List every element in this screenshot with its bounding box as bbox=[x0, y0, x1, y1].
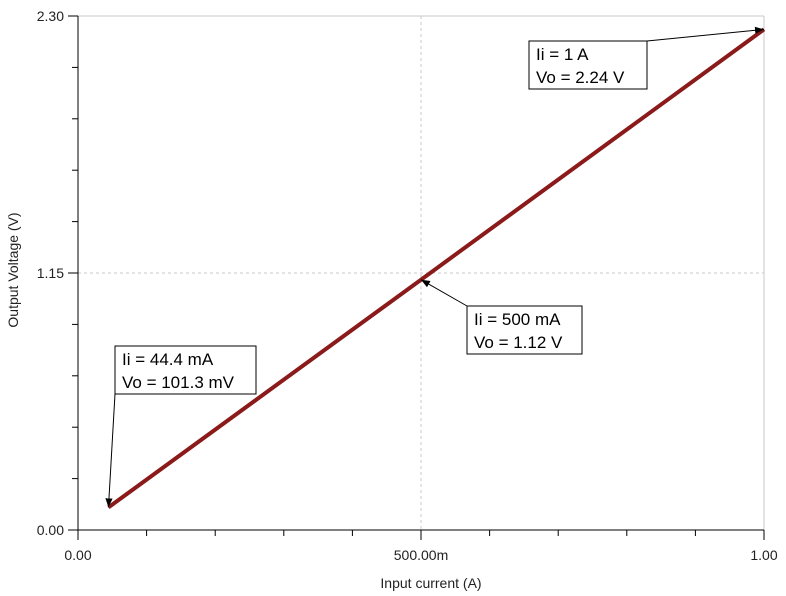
annotation-line-1: Ii = 44.4 mA bbox=[122, 350, 214, 369]
annotation-box bbox=[528, 40, 648, 90]
annotation-line-1: Ii = 1 A bbox=[536, 45, 589, 64]
series-layer bbox=[107, 27, 766, 509]
x-tick-label: 0.00 bbox=[64, 547, 91, 563]
y-tick-label: 2.30 bbox=[37, 8, 64, 24]
y-axis-label: Output Voltage (V) bbox=[5, 212, 21, 327]
x-tick-label: 500.00m bbox=[394, 547, 448, 563]
y-tick-label: 1.15 bbox=[37, 265, 64, 281]
tick-marks: 0.00 500.00m 1.00 0.00 1.15 2.30 bbox=[37, 8, 778, 563]
annotation: Ii = 44.4 mA Vo = 101.3 mV bbox=[105, 345, 257, 508]
annotation-line-2: Vo = 101.3 mV bbox=[122, 373, 235, 392]
x-axis-label: Input current (A) bbox=[380, 575, 481, 591]
annotation-arrow bbox=[420, 279, 468, 307]
annotation-box bbox=[114, 345, 257, 395]
annotation-arrow bbox=[646, 26, 765, 42]
annotation-line-1: Ii = 500 mA bbox=[474, 310, 561, 329]
annotation-line-2: Vo = 1.12 V bbox=[474, 333, 563, 352]
annotations-layer: Ii = 44.4 mA Vo = 101.3 mV Ii = 500 mA Vo =… bbox=[105, 26, 765, 508]
series-line bbox=[107, 27, 766, 509]
annotation: Ii = 500 mA Vo = 1.12 V bbox=[420, 279, 583, 355]
annotation-line-2: Vo = 2.24 V bbox=[536, 68, 625, 87]
annotation: Ii = 1 A Vo = 2.24 V bbox=[528, 26, 765, 90]
x-tick-label: 1.00 bbox=[750, 547, 777, 563]
grid-lines bbox=[78, 16, 764, 530]
annotation-arrow bbox=[105, 393, 116, 508]
annotation-box bbox=[466, 305, 583, 355]
y-tick-label: 0.00 bbox=[37, 522, 64, 538]
